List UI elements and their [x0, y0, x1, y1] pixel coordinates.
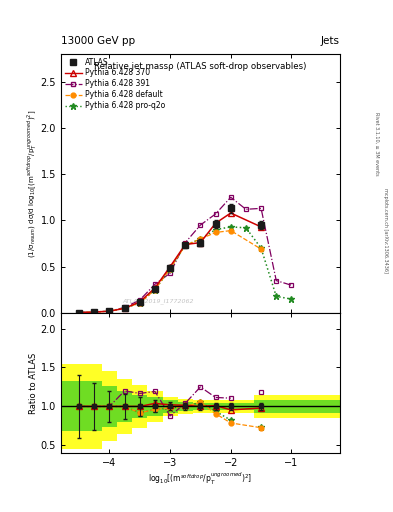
- Text: Rivet 3.1.10, ≥ 3M events: Rivet 3.1.10, ≥ 3M events: [374, 112, 379, 175]
- Y-axis label: Ratio to ATLAS: Ratio to ATLAS: [29, 352, 38, 414]
- Text: Relative jet massρ (ATLAS soft-drop observables): Relative jet massρ (ATLAS soft-drop obse…: [94, 61, 307, 71]
- Text: Jets: Jets: [321, 36, 340, 46]
- X-axis label: log$_{10}$[(m$^{soft drop}$/p$_T^{ungroomed}$)$^2$]: log$_{10}$[(m$^{soft drop}$/p$_T^{ungroo…: [148, 471, 253, 487]
- Text: ATLAS_2019_I1772062: ATLAS_2019_I1772062: [122, 298, 194, 304]
- Legend: ATLAS, Pythia 6.428 370, Pythia 6.428 391, Pythia 6.428 default, Pythia 6.428 pr: ATLAS, Pythia 6.428 370, Pythia 6.428 39…: [63, 56, 166, 112]
- Y-axis label: (1/σ$_{resum}$) dσ/d log$_{10}$[(m$^{soft drop}$/p$_T^{ungroomed}$)$^2$]: (1/σ$_{resum}$) dσ/d log$_{10}$[(m$^{sof…: [26, 109, 39, 258]
- Text: mcplots.cern.ch [arXiv:1306.3436]: mcplots.cern.ch [arXiv:1306.3436]: [383, 188, 387, 273]
- Text: 13000 GeV pp: 13000 GeV pp: [61, 36, 135, 46]
